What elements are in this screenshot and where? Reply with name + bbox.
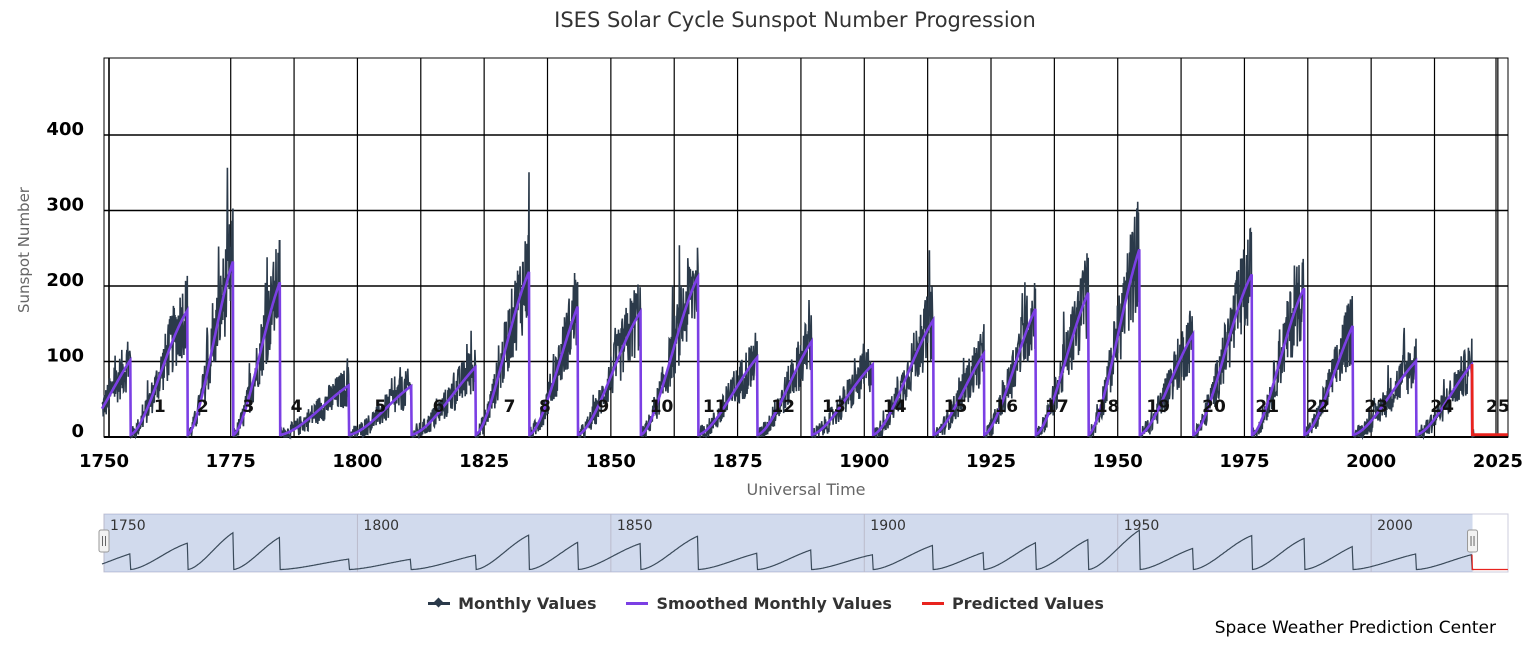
cycle-label: 16 (994, 397, 1018, 417)
x-tick-label: 2000 (1346, 451, 1396, 472)
smoothed-values-line (100, 248, 1474, 437)
monthly-values-line (101, 167, 1475, 441)
chart-svg: ISES Solar Cycle Sunspot Number Progress… (15, 8, 1523, 573)
legend-label-monthly: Monthly Values (458, 594, 597, 613)
credit-text: Space Weather Prediction Center (1214, 618, 1496, 638)
x-tick-label: 1850 (586, 451, 636, 472)
cycle-label: 25 (1486, 397, 1510, 417)
y-axis-label: Sunspot Number (15, 186, 33, 313)
cycle-labels: 1 2 3 4 5 6 7 8 9 10 11 12 13 14 15 16 17 18 19 20 21 22 23 24 2… (154, 397, 1510, 417)
legend-item-smoothed[interactable]: Smoothed Monthly Values (626, 594, 892, 613)
x-tick-label: 1925 (966, 451, 1016, 472)
navigator-frame (103, 513, 1509, 573)
cycle-label: 5 (374, 397, 386, 417)
navigator-label: 2000 (1377, 518, 1413, 534)
cycle-label: 19 (1146, 397, 1170, 417)
navigator-label: 1850 (617, 518, 653, 534)
y-tick-label: 200 (46, 270, 84, 291)
plot-area (103, 57, 1509, 438)
y-tick-label: 0 (71, 421, 84, 442)
cycle-label: 13 (822, 397, 846, 417)
x-axis-label: Universal Time (746, 480, 865, 499)
range-navigator[interactable]: 1750 1800 1850 1900 1950 2000 (98, 513, 1509, 573)
cycle-label: 8 (539, 397, 551, 417)
chart-title: ISES Solar Cycle Sunspot Number Progress… (554, 8, 1036, 32)
navigator-handle[interactable] (1467, 529, 1479, 553)
x-tick-label: 1975 (1219, 451, 1269, 472)
cycle-label: 3 (243, 397, 255, 417)
navigator-line (101, 529, 1474, 571)
predicted-swatch-icon (921, 602, 944, 605)
legend-item-monthly[interactable]: Monthly Values (428, 594, 596, 613)
legend-label-predicted: Predicted Values (951, 594, 1104, 613)
handle-grip-icon (1467, 529, 1479, 553)
navigator-predicted-line (1471, 554, 1508, 571)
cycle-label: 14 (883, 397, 907, 417)
monthly-swatch-icon (428, 597, 451, 608)
cycle-label: 15 (944, 397, 968, 417)
cycle-label: 6 (433, 397, 445, 417)
predicted-values-line (1470, 364, 1508, 437)
x-tick-label: 1825 (459, 451, 509, 472)
predicted-values-series (1470, 364, 1508, 437)
cycle-label: 2 (197, 397, 209, 417)
cycle-label: 17 (1045, 397, 1069, 417)
cycle-label: 20 (1202, 397, 1226, 417)
x-tick-label: 1950 (1093, 451, 1143, 472)
y-tick-label: 300 (46, 195, 84, 216)
legend: Monthly Values Smoothed Monthly Values P… (0, 594, 1532, 613)
navigator-label: 1750 (110, 518, 146, 534)
navigator-label: 1900 (870, 518, 906, 534)
cycle-label: 23 (1364, 397, 1388, 417)
cycle-label: 1 (154, 397, 166, 417)
cycle-label: 10 (650, 397, 674, 417)
y-axis-ticks: 0 100 200 300 400 (46, 119, 84, 442)
x-axis-ticks: 1750 1775 1800 1825 1850 1875 1900 1925 1950 1975… (79, 451, 1523, 472)
x-tick-label: 1800 (332, 451, 382, 472)
x-tick-label: 1900 (839, 451, 889, 472)
legend-label-smoothed: Smoothed Monthly Values (656, 594, 892, 613)
navigator-handle[interactable] (98, 529, 110, 553)
cycle-label: 11 (703, 397, 727, 417)
plot-frame (103, 57, 1509, 438)
x-tick-label: 1775 (206, 451, 256, 472)
smoothed-swatch-icon (626, 602, 649, 605)
x-tick-label: 2025 (1473, 451, 1523, 472)
navigator-label: 1950 (1124, 518, 1160, 534)
cycle-label: 4 (291, 397, 303, 417)
cycle-label: 9 (597, 397, 609, 417)
x-tick-label: 1875 (713, 451, 763, 472)
cycle-label: 21 (1255, 397, 1279, 417)
cycle-label: 18 (1096, 397, 1120, 417)
cycle-label: 7 (504, 397, 516, 417)
cycle-label: 24 (1430, 397, 1454, 417)
handle-grip-icon (98, 529, 110, 553)
y-tick-label: 100 (46, 346, 84, 367)
cycle-label: 12 (771, 397, 795, 417)
navigator-label: 1800 (363, 518, 399, 534)
y-tick-label: 400 (46, 119, 84, 140)
smoothed-values-series (100, 248, 1474, 437)
cycle-label: 22 (1306, 397, 1330, 417)
x-tick-label: 1750 (79, 451, 129, 472)
legend-item-predicted[interactable]: Predicted Values (921, 594, 1104, 613)
monthly-values-series (101, 167, 1475, 441)
